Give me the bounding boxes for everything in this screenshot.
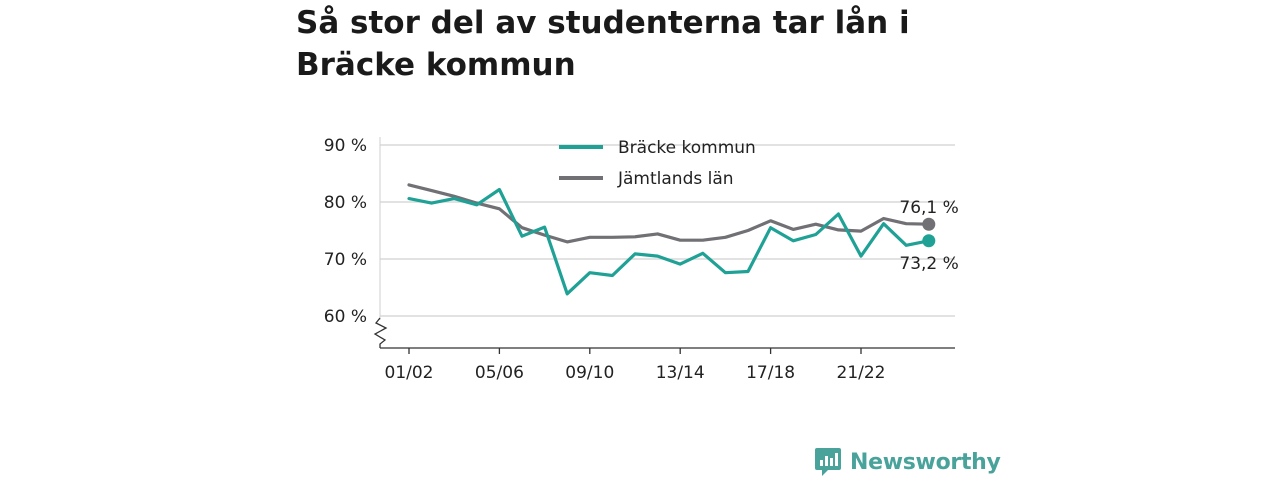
x-tick-label: 01/02: [385, 363, 434, 383]
bar-chart-speech-bubble-icon: [815, 448, 841, 476]
x-tick-label: 05/06: [475, 363, 524, 383]
y-tick-label: 80 %: [324, 193, 367, 213]
y-tick-label: 60 %: [324, 307, 367, 327]
series-line-jamtland: [407, 183, 931, 244]
x-tick-label: 13/14: [656, 363, 705, 383]
x-tick-label: 09/10: [565, 363, 614, 383]
end-labels: 76,1 % 73,2 %: [899, 198, 958, 274]
x-tick-label: 21/22: [837, 363, 886, 383]
series-line-bracke: [407, 187, 931, 296]
brand-name: Newsworthy: [850, 449, 1001, 475]
y-tick-label: 90 %: [324, 136, 367, 156]
legend: Bräcke kommun Jämtlands län: [559, 138, 756, 189]
series-end-point: [922, 217, 936, 231]
brand-logo[interactable]: Newsworthy: [814, 446, 1001, 478]
legend-label: Bräcke kommun: [618, 138, 756, 158]
axes: 60 % 70 % 80 % 90 % 01/02 05/06 09/10 13/14 17/1…: [324, 136, 955, 383]
legend-label: Jämtlands län: [617, 169, 734, 189]
series-lines: [407, 183, 936, 296]
chart-title: Så stor del av studenterna tar lån i Brä…: [296, 5, 910, 83]
end-label-bracke: 73,2 %: [899, 254, 958, 274]
grid-lines: [380, 144, 955, 317]
y-tick-label: 70 %: [324, 250, 367, 270]
end-label-jamtland: 76,1 %: [899, 198, 958, 218]
x-tick-label: 17/18: [746, 363, 795, 383]
series-end-point: [922, 234, 936, 248]
axis-break-mark: [373, 317, 388, 348]
